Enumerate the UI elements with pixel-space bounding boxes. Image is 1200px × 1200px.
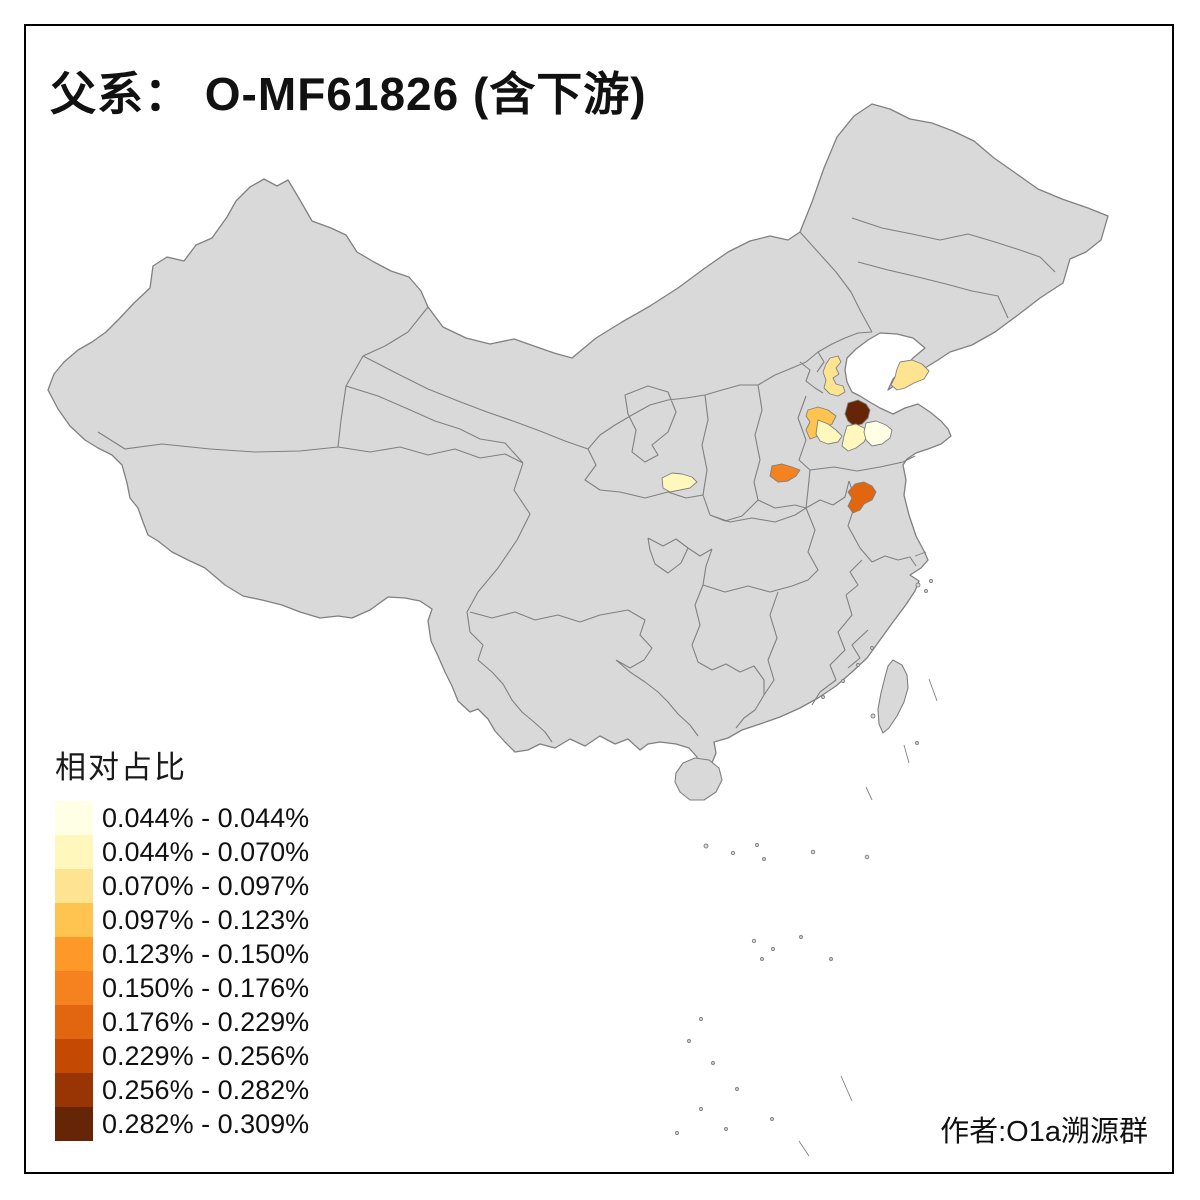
legend-row: 0.282% - 0.309%: [55, 1107, 309, 1141]
legend-row: 0.123% - 0.150%: [55, 937, 309, 971]
province-boundaries: [97, 217, 1056, 743]
highlight-region-north-shandong: [844, 399, 871, 427]
legend-swatch: [55, 869, 93, 903]
china-mainland-shape: [47, 103, 1109, 772]
taiwan-island: [877, 659, 909, 734]
legend-label: 0.044% - 0.044%: [102, 802, 310, 833]
highlighted-regions: [661, 355, 930, 514]
legend-row: 0.256% - 0.282%: [55, 1073, 309, 1107]
legend-row: 0.097% - 0.123%: [55, 903, 309, 937]
legend-label: 0.070% - 0.097%: [102, 870, 310, 901]
legend: 相对占比 0.044% - 0.044% 0.044% - 0.070% 0.0…: [55, 742, 309, 1141]
hainan-island: [674, 757, 723, 801]
highlight-region-central-shandong: [841, 423, 869, 452]
highlight-region-east-henan: [769, 463, 801, 483]
legend-swatch: [55, 903, 93, 937]
highlight-region-tianjin: [822, 355, 846, 397]
legend-row: 0.044% - 0.044%: [55, 801, 309, 835]
legend-label: 0.123% - 0.150%: [102, 938, 310, 969]
legend-label: 0.150% - 0.176%: [102, 972, 310, 1003]
legend-swatch: [55, 835, 93, 869]
legend-label: 0.044% - 0.070%: [102, 836, 310, 867]
legend-row: 0.044% - 0.070%: [55, 835, 309, 869]
islands: [674, 659, 909, 801]
legend-label: 0.229% - 0.256%: [102, 1040, 310, 1071]
legend-label: 0.256% - 0.282%: [102, 1074, 310, 1105]
legend-swatch: [55, 1005, 93, 1039]
page-title: 父系： O-MF61826 (含下游): [50, 68, 647, 120]
legend-label: 0.176% - 0.229%: [102, 1006, 310, 1037]
legend-swatch: [55, 801, 93, 835]
legend-row: 0.229% - 0.256%: [55, 1039, 309, 1073]
highlight-region-north-anhui: [847, 481, 877, 514]
highlight-region-dalian: [890, 359, 930, 391]
attribution-text: 作者:O1a溯源群: [940, 1116, 1148, 1148]
legend-label: 0.097% - 0.123%: [102, 904, 310, 935]
legend-swatch: [55, 971, 93, 1005]
legend-swatch: [55, 1073, 93, 1107]
legend-title: 相对占比: [55, 750, 187, 785]
legend-swatch: [55, 937, 93, 971]
legend-swatch: [55, 1039, 93, 1073]
highlight-region-central-east-shandong: [863, 420, 893, 447]
legend-label: 0.282% - 0.309%: [102, 1108, 310, 1139]
minor-islands: [675, 551, 938, 1157]
legend-swatch: [55, 1107, 93, 1141]
legend-row: 0.150% - 0.176%: [55, 971, 309, 1005]
legend-row: 0.176% - 0.229%: [55, 1005, 309, 1039]
legend-row: 0.070% - 0.097%: [55, 869, 309, 903]
highlight-region-west-shandong: [815, 419, 843, 445]
highlight-region-central-shaanxi: [661, 472, 698, 493]
